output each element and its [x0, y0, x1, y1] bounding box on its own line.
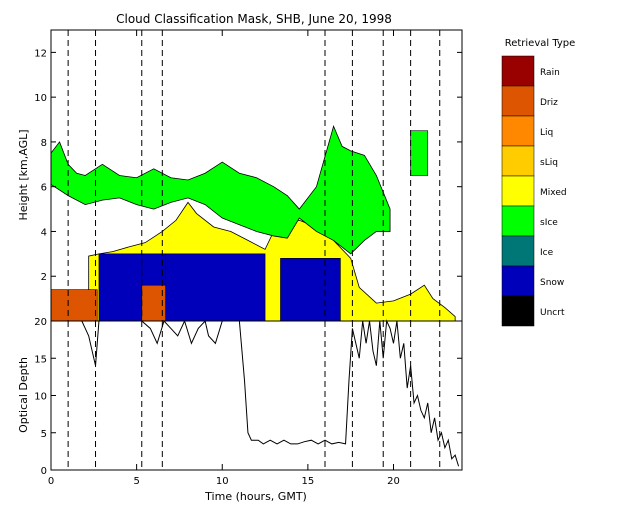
- legend-title: Retrieval Type: [505, 38, 576, 49]
- x-tick-label: 5: [133, 476, 139, 487]
- legend-swatch-ice: [501, 235, 535, 267]
- sice-patch: [410, 130, 429, 176]
- mask-y-tick-label: 10: [34, 93, 47, 104]
- legend-label-liq: Liq: [540, 128, 553, 138]
- legend-swatch-liq: [501, 115, 535, 147]
- legend-swatch-uncrt: [501, 295, 535, 327]
- legend-label-driz: Driz: [540, 98, 558, 108]
- legend-swatch-sliq: [501, 145, 535, 177]
- legend-label-uncrt: Uncrt: [540, 308, 565, 318]
- legend-label-rain: Rain: [540, 68, 560, 78]
- legend-swatch-driz: [501, 85, 535, 117]
- mask-y-tick-label: 8: [41, 138, 47, 149]
- legend-label-mixed: Mixed: [540, 188, 567, 198]
- legend-label-sliq: sLiq: [540, 158, 558, 168]
- mask-y-tick-label: 2: [41, 272, 47, 283]
- optical-depth-plot-area: [67, 319, 460, 470]
- region-snow-2: [98, 253, 143, 322]
- optical-depth-y-axis-label: Optical Depth: [17, 357, 30, 433]
- time-x-axis-label: Time (hours, GMT): [204, 490, 307, 503]
- od-y-tick-label: 5: [41, 429, 47, 440]
- optical-depth-y-ticks: 0 5 10 15 20: [34, 317, 462, 477]
- x-tick-label: 15: [302, 476, 315, 487]
- od-y-tick-label: 0: [41, 466, 47, 477]
- mask-plot-area: [50, 30, 456, 322]
- top-chart-title: Cloud Classification Mask, SHB, June 20,…: [116, 12, 392, 26]
- mask-y-ticks: 2 4 6 8 10 12: [34, 48, 462, 283]
- region-snow-4: [165, 253, 266, 322]
- region-driz-0: [50, 289, 98, 322]
- region-snow-5: [280, 258, 341, 322]
- legend-swatch-rain: [501, 55, 535, 87]
- legend-swatch-snow: [501, 265, 535, 297]
- mask-y-tick-label: 12: [34, 48, 47, 59]
- legend-label-ice: Ice: [540, 248, 554, 258]
- od-y-tick-label: 20: [34, 317, 47, 328]
- retrieval-type-legend: Rain Driz Liq sLiq Mixed sIce Ice Snow Uncrt: [501, 55, 567, 327]
- legend-label-snow: Snow: [540, 278, 564, 288]
- x-tick-label: 10: [216, 476, 229, 487]
- x-tick-label: 0: [48, 476, 54, 487]
- mask-y-tick-label: 4: [41, 227, 47, 238]
- legend-swatch-mixed: [501, 175, 535, 207]
- od-y-tick-label: 10: [34, 392, 47, 403]
- legend-swatch-sice: [501, 205, 535, 237]
- od-y-tick-label: 15: [34, 354, 47, 365]
- mask-y-tick-label: 6: [41, 183, 47, 194]
- optical-depth-series: [81, 319, 460, 467]
- x-tick-label: 20: [387, 476, 400, 487]
- mask-y-axis-label: Height [km,AGL]: [17, 129, 30, 220]
- legend-label-sice: sIce: [540, 218, 558, 228]
- time-x-ticks: 0 5 10 15 20: [48, 30, 400, 487]
